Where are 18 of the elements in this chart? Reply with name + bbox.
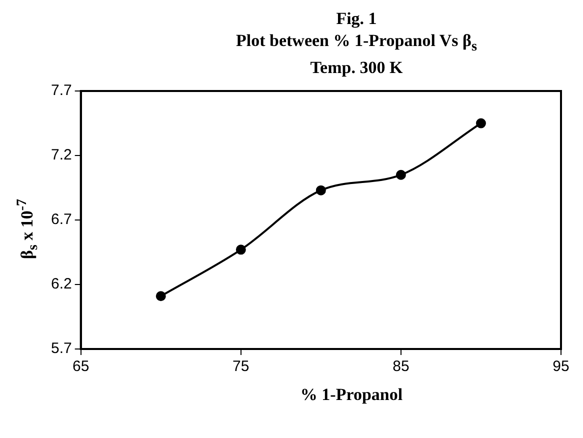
x-tick-label: 95 xyxy=(552,358,570,376)
y-tick-label: 6.7 xyxy=(50,212,72,229)
point xyxy=(396,170,406,180)
chart-title: Fig. 1 xyxy=(335,8,378,30)
point xyxy=(156,292,166,302)
x-tick-label: 75 xyxy=(232,358,250,376)
text: Temp. 300 K xyxy=(309,57,404,80)
x-tick-label: 65 xyxy=(72,358,90,376)
point xyxy=(236,245,246,256)
chart-subtitle: Plot between % 1-Propanol Vs β$_{s}$ xyxy=(235,30,478,56)
y-tick-label: 7.2 xyxy=(50,147,72,164)
point xyxy=(316,186,326,196)
y-tick-label: 7.7 xyxy=(50,82,72,100)
x-axis-title: % 1-Propanol xyxy=(299,385,404,406)
x-tick-label: 85 xyxy=(392,358,410,376)
y-tick-label: 5.7 xyxy=(50,340,72,358)
y-tick-label: 6.2 xyxy=(50,276,72,294)
point xyxy=(476,118,486,129)
